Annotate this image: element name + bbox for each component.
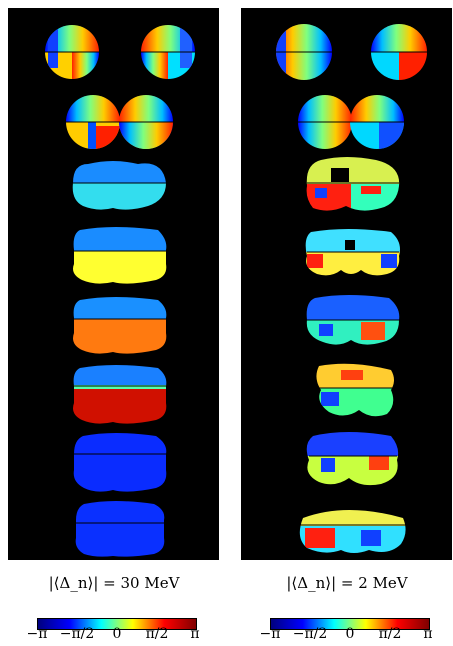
right-tick-4: π (423, 626, 433, 642)
left-tick-0: −π (26, 626, 48, 642)
left-tick-2: 0 (112, 626, 122, 642)
right-panel-label: |⟨Δ_n⟩| = 2 MeV (286, 574, 408, 592)
left-nucleus-6 (73, 365, 167, 424)
right-tick-0: −π (259, 626, 281, 642)
left-droplet-pair-2 (66, 95, 173, 149)
right-tick-2: 0 (345, 626, 355, 642)
right-nucleus-4 (305, 229, 400, 276)
left-nucleus-5 (73, 297, 167, 354)
left-droplet-pair-1 (45, 25, 195, 79)
right-phase-panel (241, 8, 452, 560)
left-colorbar-ticks: −π −π/2 0 π/2 π (17, 626, 217, 646)
right-tick-3: π/2 (378, 626, 402, 642)
left-phase-panel (8, 8, 219, 560)
left-tick-1: −π/2 (59, 626, 95, 642)
left-tick-4: π (190, 626, 200, 642)
right-droplet-pair-2 (298, 95, 404, 149)
right-nucleus-8 (299, 510, 407, 553)
right-nucleus-7 (306, 432, 399, 486)
right-nucleus-3 (306, 157, 400, 211)
right-colorbar (270, 618, 430, 630)
left-nucleus-7 (73, 433, 167, 492)
left-colorbar (37, 618, 197, 630)
right-nucleus-5 (306, 295, 400, 345)
right-phase-figure (276, 24, 427, 553)
left-nucleus-8 (75, 501, 165, 557)
left-panel-label: |⟨Δ_n⟩| = 30 MeV (48, 574, 180, 592)
right-nucleus-6 (311, 363, 399, 417)
right-droplet-pair-1 (276, 24, 427, 80)
right-colorbar-ticks: −π −π/2 0 π/2 π (250, 626, 450, 646)
left-nucleus-4 (73, 227, 167, 284)
left-nucleus-3 (72, 161, 166, 210)
left-phase-figure (45, 25, 195, 557)
left-tick-3: π/2 (145, 626, 169, 642)
right-tick-1: −π/2 (292, 626, 328, 642)
